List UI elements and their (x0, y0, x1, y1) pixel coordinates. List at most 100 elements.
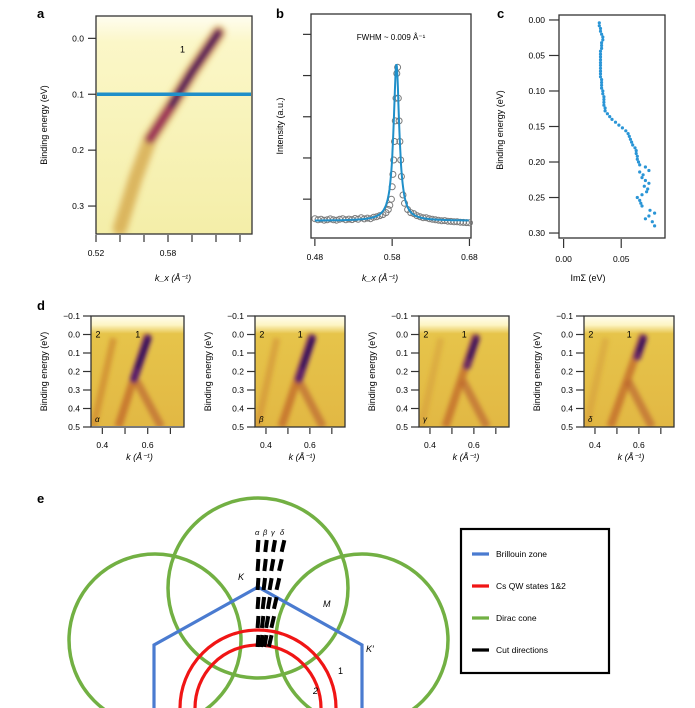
y-axis-label: Binding energy (eV) (203, 332, 213, 412)
heatmap (584, 316, 674, 427)
cut-segment (261, 577, 268, 591)
y-axis-label: Binding energy (eV) (532, 332, 542, 412)
x-tick-label: 0.4 (589, 440, 601, 450)
panel-c: c 0.00 0.05 0.10 0.15 0.20 0.25 0.30 0.00 0.05 B… (495, 6, 666, 283)
band-1-peak (636, 338, 646, 354)
data-point (608, 115, 612, 119)
data-point (636, 160, 641, 164)
data-point (634, 149, 638, 153)
data-point (635, 195, 639, 200)
arpes-panel-2: 2 1 γ −0.1 0.0 0.1 0.2 0.3 0.4 0.5 0.4 0.6 Binding e… (367, 311, 510, 462)
data-point (598, 61, 603, 65)
y-axis-label: Binding energy (eV) (39, 85, 49, 165)
y-tick-label: 0.30 (528, 228, 545, 238)
cut-name-label: δ (588, 415, 593, 424)
cut-segment (255, 596, 261, 610)
data-point (600, 83, 604, 87)
data-point (601, 92, 605, 96)
data-point (598, 75, 603, 79)
cut-segment (270, 539, 278, 553)
cut-name-label: γ (423, 415, 428, 424)
arpes-panel-1: 2 1 β −0.1 0.0 0.1 0.2 0.3 0.4 0.5 0.4 0.6 Binding e… (203, 311, 346, 462)
x-tick-label: 0.58 (160, 248, 177, 258)
heatmap-background (96, 16, 252, 234)
panel-label-b: b (276, 6, 284, 21)
y-tick-label: 0.00 (528, 15, 545, 25)
y-tick-label: 0.5 (68, 422, 80, 432)
data-point (598, 72, 603, 76)
cut-segment (263, 539, 269, 553)
y-tick-label: 0.4 (68, 404, 80, 414)
y-tick-label: 0.05 (528, 50, 545, 60)
y-tick-label: 0.1 (68, 348, 80, 358)
data-point (603, 106, 607, 110)
data-point (603, 109, 607, 113)
state-1-label: 1 (338, 666, 343, 676)
data-point (605, 112, 610, 116)
panel-label-e: e (37, 491, 44, 506)
legend-label: Cs QW states 1&2 (496, 581, 566, 591)
cut-segment (255, 615, 261, 629)
arpes-panel-3: 2 1 δ −0.1 0.0 0.1 0.2 0.3 0.4 0.5 0.4 0.6 Binding e… (532, 311, 675, 462)
data-point (646, 187, 650, 191)
data-point (601, 89, 605, 93)
y-tick-label: 0.2 (232, 367, 244, 377)
data-point (598, 58, 603, 62)
data-point (600, 86, 604, 90)
legend-label: Cut directions (496, 645, 548, 655)
data-point (643, 217, 648, 221)
cut-name-label: β (258, 415, 264, 424)
x-tick-label: 0.6 (468, 440, 480, 450)
band-label-2: 2 (96, 330, 101, 340)
data-point (407, 209, 415, 217)
legend-label: Dirac cone (496, 613, 537, 623)
cut-segment (255, 634, 261, 648)
data-point (601, 35, 605, 39)
data-point (627, 134, 631, 138)
band-2 (91, 337, 118, 426)
x-tick-label: 0.00 (555, 254, 572, 264)
heatmap (255, 316, 345, 427)
cut-label: γ (271, 528, 276, 537)
cut-segment (262, 634, 269, 648)
data-point (645, 190, 649, 194)
band-1-peak (300, 338, 315, 369)
band-label-1: 1 (298, 330, 303, 340)
data-point (598, 69, 603, 73)
y-tick-label: −0.1 (63, 311, 80, 321)
y-tick-label: 0.1 (561, 348, 573, 358)
panel-label-a: a (37, 6, 45, 21)
data-point (600, 32, 604, 36)
x-axis-label: k_x (Å⁻¹) (155, 273, 191, 283)
y-tick-label: −0.1 (391, 311, 408, 321)
y-axis-label: Binding energy (eV) (495, 90, 505, 170)
cut-segment (269, 558, 276, 572)
data-point (638, 170, 642, 174)
y-axis-label: Binding energy (eV) (367, 332, 377, 412)
y-tick-label: 0.2 (68, 367, 80, 377)
data-point (602, 97, 606, 102)
data-point (634, 151, 638, 156)
band-label-1: 1 (135, 330, 140, 340)
heatmap (91, 316, 184, 426)
data-point (389, 170, 397, 178)
bands (255, 333, 327, 427)
bands (584, 333, 656, 427)
data-point (626, 132, 630, 136)
cut-segment (267, 577, 274, 591)
y-tick-label: 0.0 (232, 330, 244, 340)
cut-name-label: α (95, 415, 100, 424)
data-point (601, 38, 605, 42)
cut-segment (265, 596, 272, 610)
data-point (647, 168, 651, 173)
cut-segment (269, 615, 276, 629)
data-point (600, 46, 604, 51)
qw-state-1 (178, 628, 338, 708)
data-point (642, 184, 646, 188)
band-label-2: 2 (259, 330, 264, 340)
data-point (602, 103, 606, 107)
data-point (613, 120, 618, 124)
bands (419, 333, 491, 427)
data-point (620, 126, 625, 130)
